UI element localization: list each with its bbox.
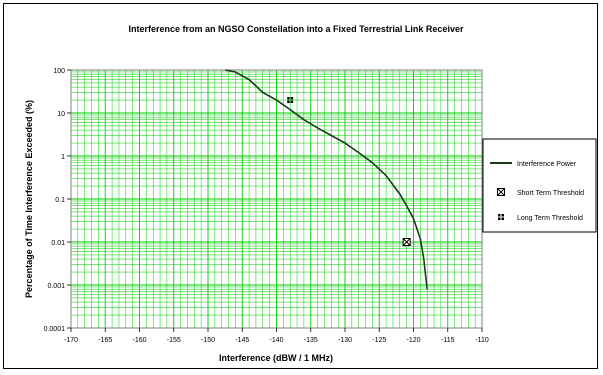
y-tick-label: 0.0001 xyxy=(44,326,66,333)
x-tick-label: -155 xyxy=(167,337,181,344)
y-tick-label: 0.001 xyxy=(47,283,65,290)
legend-label-interference-power: Interference Power xyxy=(517,161,577,168)
x-tick-label: -140 xyxy=(269,337,283,344)
legend-label-long-term-threshold: Long Term Threshold xyxy=(517,215,583,222)
y-tick-label: 1 xyxy=(61,154,65,161)
chart-frame: Interference from an NGSO Constellation … xyxy=(3,3,598,369)
short-term-threshold-point xyxy=(402,238,411,246)
x-tick-label: -170 xyxy=(64,337,78,344)
y-tick-label: 0.01 xyxy=(51,240,65,247)
legend-short-term-marker xyxy=(497,188,505,196)
y-tick-label: 10 xyxy=(57,111,65,118)
x-tick-label: -160 xyxy=(132,337,146,344)
y-tick-label: 0.1 xyxy=(55,197,65,204)
x-tick-label: -135 xyxy=(304,337,318,344)
y-axis-label: Percentage of Time Interference Exceeded… xyxy=(24,100,34,298)
x-tick-labels: -170 -165 -160 -155 -150 -145 -140 -135 -130 -125… xyxy=(64,328,489,344)
interference-power-line xyxy=(224,69,428,290)
chart-title: Interference from an NGSO Constellation … xyxy=(129,24,464,34)
y-tick-label: 100 xyxy=(53,68,65,75)
chart: Interference from an NGSO Constellation … xyxy=(24,24,597,363)
x-tick-label: -125 xyxy=(372,337,386,344)
data-series xyxy=(224,69,428,290)
legend: Interference Power Short Term Threshold … xyxy=(482,138,597,233)
x-tick-label: -130 xyxy=(338,337,352,344)
legend-long-term-marker xyxy=(498,214,504,220)
x-tick-label: -115 xyxy=(441,337,455,344)
x-tick-label: -120 xyxy=(406,337,420,344)
plot-grid xyxy=(71,70,482,328)
y-tick-labels: 0.0001 0.001 0.01 0.1 1 10 100 xyxy=(44,68,71,333)
x-axis-label: Interference (dBW / 1 MHz) xyxy=(219,353,333,363)
x-tick-label: -145 xyxy=(235,337,249,344)
x-tick-label: -165 xyxy=(98,337,112,344)
x-tick-label: -150 xyxy=(201,337,215,344)
legend-label-short-term-threshold: Short Term Threshold xyxy=(517,190,584,197)
long-term-threshold-point xyxy=(287,97,294,104)
x-tick-label: -110 xyxy=(475,337,489,344)
